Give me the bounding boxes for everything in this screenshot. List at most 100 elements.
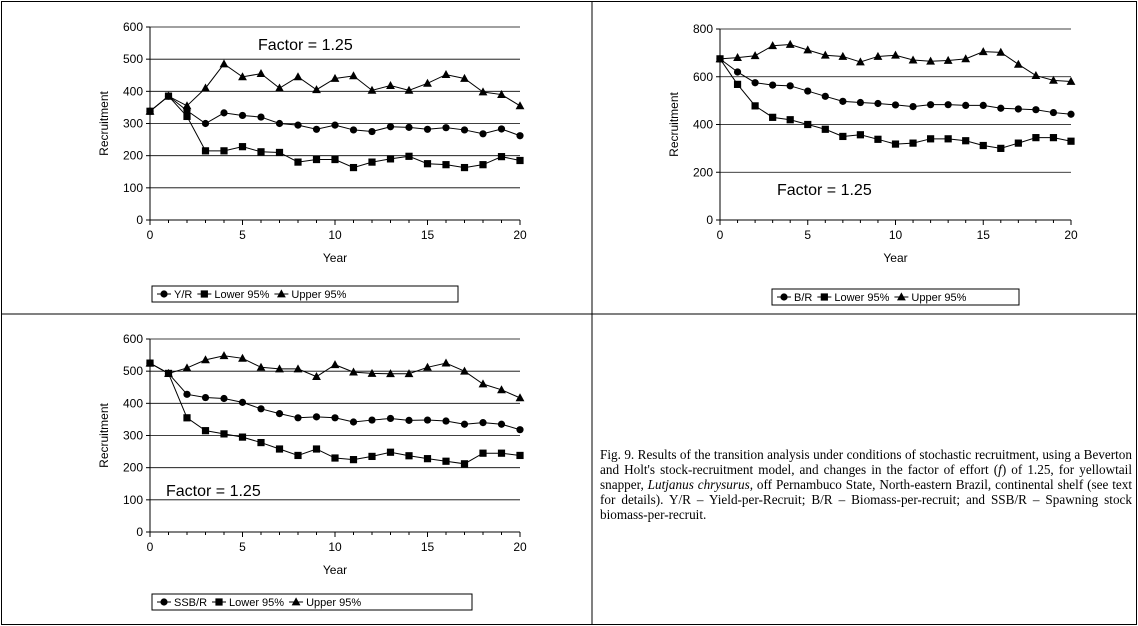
data-point [423,78,432,87]
data-point [944,135,952,143]
y-axis-title: Recruitment [667,91,681,156]
y-tick-label: 100 [123,181,143,195]
x-tick-label: 5 [239,540,246,554]
data-point [201,393,210,402]
chart-svg: 0 100 200 300 400 500 600 0 5 10 15 20 Year Recruitme… [97,20,527,303]
x-tick-label: 0 [717,228,724,242]
y-tick-label: 300 [123,429,143,443]
data-point [294,451,302,460]
data-point [1031,70,1041,79]
data-point [804,120,812,129]
x-tick-label: 10 [328,228,342,242]
data-point [821,92,829,100]
legend-label: Lower 95% [834,292,889,304]
data-point [891,50,900,59]
data-point [962,101,970,109]
chart-spawning-stock-biomass-per-recruit: 0 100 200 300 400 500 600 0 5 10 15 20 Year Recruitme… [0,314,592,626]
data-point [423,455,432,463]
data-point [219,59,229,68]
legend-marker [291,597,301,606]
data-point [312,372,321,381]
data-point [312,445,321,453]
y-tick-label: 400 [123,396,143,410]
data-point [386,414,395,423]
data-point [997,104,1005,112]
y-tick-label: 100 [123,493,143,507]
data-point [751,102,759,110]
data-point [294,158,302,166]
chart-svg: 0 100 200 300 400 500 600 0 5 10 15 20 Year Recruitme… [97,332,527,611]
data-point [220,109,228,117]
data-point [441,358,451,367]
data-point [164,91,173,100]
data-point [856,131,864,139]
data-point [944,101,952,109]
data-point [1014,105,1022,113]
data-point [516,426,524,434]
x-tick-label: 15 [977,228,991,242]
data-point [238,72,247,81]
data-point [349,367,358,376]
y-tick-label: 300 [123,117,143,131]
x-tick-label: 20 [1064,228,1078,242]
legend-marker [200,290,208,298]
data-point [201,147,210,155]
data-point [404,85,414,94]
legend-label: SSB/R [174,597,207,609]
legend-label: Upper 95% [306,597,361,609]
chart-yield-per-recruit: 0 100 200 300 400 500 600 0 5 10 15 20 Year Recruitme… [0,0,592,314]
y-tick-label: 500 [123,52,143,66]
data-point [349,126,358,134]
data-point [1049,75,1058,84]
data-point [874,99,882,108]
data-point [386,369,395,378]
y-tick-label: 800 [693,22,713,36]
y-tick-label: 600 [123,332,143,346]
data-point [733,80,742,88]
data-point [460,366,469,375]
data-point [460,73,469,82]
data-point [961,54,971,63]
data-point [786,116,794,124]
data-point [768,41,778,50]
data-point [405,123,413,131]
caption-text-2: ) of 1.25, for yellowtail snapper, [600,462,1132,492]
legend-marker [276,289,286,298]
data-point [516,156,524,165]
data-point [183,414,191,422]
data-point [715,54,725,63]
data-point [769,81,777,89]
data-point [962,137,970,145]
data-point [386,123,395,131]
data-point [874,135,882,143]
x-axis-title: Year [323,563,347,577]
data-point [256,69,266,78]
legend-marker [896,292,906,301]
data-point [478,87,488,96]
x-tick-label: 5 [804,228,811,242]
y-tick-label: 0 [706,213,713,227]
data-point [349,71,358,80]
data-point [786,82,794,90]
x-tick-label: 0 [147,540,154,554]
data-point [331,414,339,422]
y-tick-label: 0 [136,213,143,227]
legend-label: Upper 95% [911,292,966,304]
data-point [423,125,432,133]
data-point [349,418,358,426]
y-tick-label: 200 [123,461,143,475]
data-point [856,98,864,107]
chart-svg: 0 200 400 600 800 0 5 10 15 20 Year Recruitment Fact… [667,22,1078,306]
data-point [479,130,487,138]
data-point [839,97,847,105]
legend-label: Y/R [174,289,192,301]
data-point [479,419,487,427]
data-point [909,102,917,111]
legend-marker [160,598,168,606]
data-point [423,160,432,168]
y-tick-label: 400 [693,118,713,132]
data-point [331,155,339,164]
data-point [804,87,812,95]
